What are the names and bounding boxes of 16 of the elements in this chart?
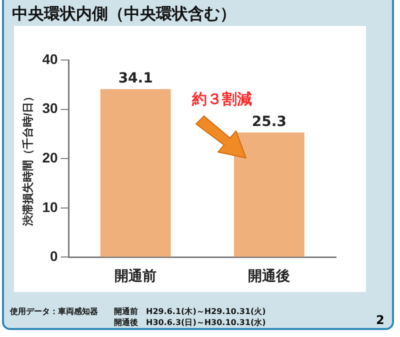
text: 2 (376, 313, 384, 327)
y-tick-label: 30 (42, 100, 58, 116)
data-label: 34.1 (118, 70, 153, 87)
text: 開通後 H30.6.3(日)～H30.10.31(水) (114, 317, 266, 328)
y-tick-label: 10 (42, 198, 58, 215)
text: 使用データ：車両感知器 (10, 306, 98, 317)
data-label: 25.3 (252, 114, 286, 130)
x-tick-label: 開通前 (114, 267, 157, 284)
x-tick-label: 開通後 (248, 267, 290, 284)
annotation: 約３割減 (192, 90, 252, 109)
y-tick-label: 40 (42, 50, 58, 67)
text: 開通前 H29.6.1(木)～H29.10.31(火) (114, 306, 266, 317)
y-tick-label: 20 (42, 149, 58, 166)
y-tick-label: 0 (50, 248, 58, 264)
y-axis-title: 渋滞損失時間（千台時/日） (22, 91, 35, 228)
chart-title: 中央環状内側（中央環状含む） (12, 4, 236, 25)
